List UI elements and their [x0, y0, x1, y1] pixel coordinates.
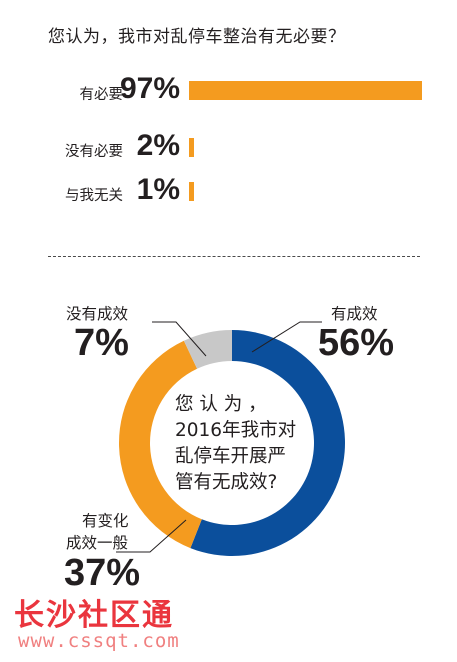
- bar-row: 没有必要 2%: [0, 128, 457, 168]
- bar-value-label: 1%: [136, 173, 180, 206]
- question-line: 乱停车开展严: [175, 446, 287, 467]
- watermark-brand: 长沙社区通: [14, 598, 174, 633]
- bar: [189, 138, 194, 157]
- bar-value-label: 97%: [119, 72, 180, 105]
- bar-row: 有必要 97%: [0, 71, 457, 111]
- poll-question-1: 您认为，我市对乱停车整治有无必要？: [48, 27, 346, 47]
- bar-category-label: 与我无关: [65, 188, 123, 204]
- watermark-url: www.cssqt.com: [18, 630, 180, 652]
- bar-category-label: 没有必要: [65, 144, 123, 160]
- slice-value-effective: 56%: [318, 322, 395, 364]
- bar-row: 与我无关 1%: [0, 172, 457, 212]
- slice-label-some-change-line1: 有变化: [82, 512, 129, 530]
- donut-center-question: 您 认 为 ， 2016年我市对 乱停车开展严 管有无成效?: [175, 392, 315, 496]
- bar: [189, 182, 194, 201]
- question-line: 管有无成效?: [175, 472, 278, 493]
- slice-value-some-change: 37%: [64, 552, 141, 594]
- leader-line-some-change: [116, 519, 187, 553]
- slice-label-some-change-line2: 成效一般: [66, 534, 129, 552]
- slice-label-effective: 有成效: [331, 305, 378, 323]
- section-divider: [48, 256, 420, 257]
- donut-slice-some-change: [119, 340, 202, 549]
- donut-slice-effective: [190, 330, 345, 556]
- slice-value-no-effect: 7%: [74, 322, 129, 364]
- bar-value-label: 2%: [136, 129, 180, 162]
- slice-label-no-effect: 没有成效: [66, 305, 129, 323]
- leader-line-no-effect: [152, 321, 207, 357]
- leader-line-effective: [251, 321, 322, 353]
- bar-category-label: 有必要: [79, 87, 124, 103]
- question-line: 2016年我市对: [175, 420, 297, 441]
- question-line: 您 认 为 ，: [175, 394, 267, 415]
- donut-slice-no-effect: [183, 330, 232, 369]
- bar: [189, 81, 422, 100]
